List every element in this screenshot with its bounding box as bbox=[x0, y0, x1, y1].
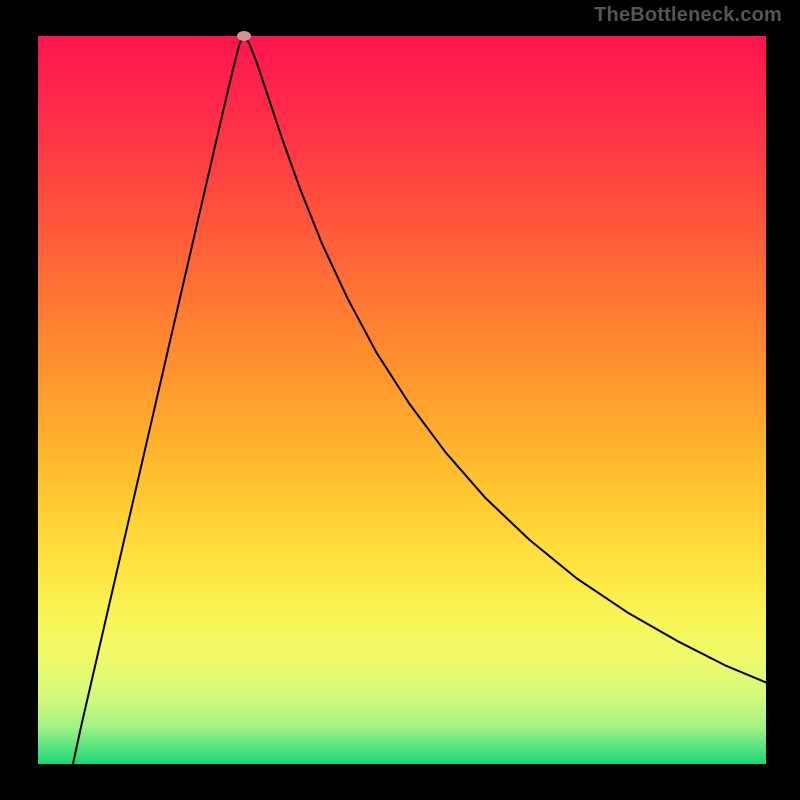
gradient-plot-area bbox=[38, 36, 766, 764]
watermark-text: TheBottleneck.com bbox=[594, 4, 782, 27]
